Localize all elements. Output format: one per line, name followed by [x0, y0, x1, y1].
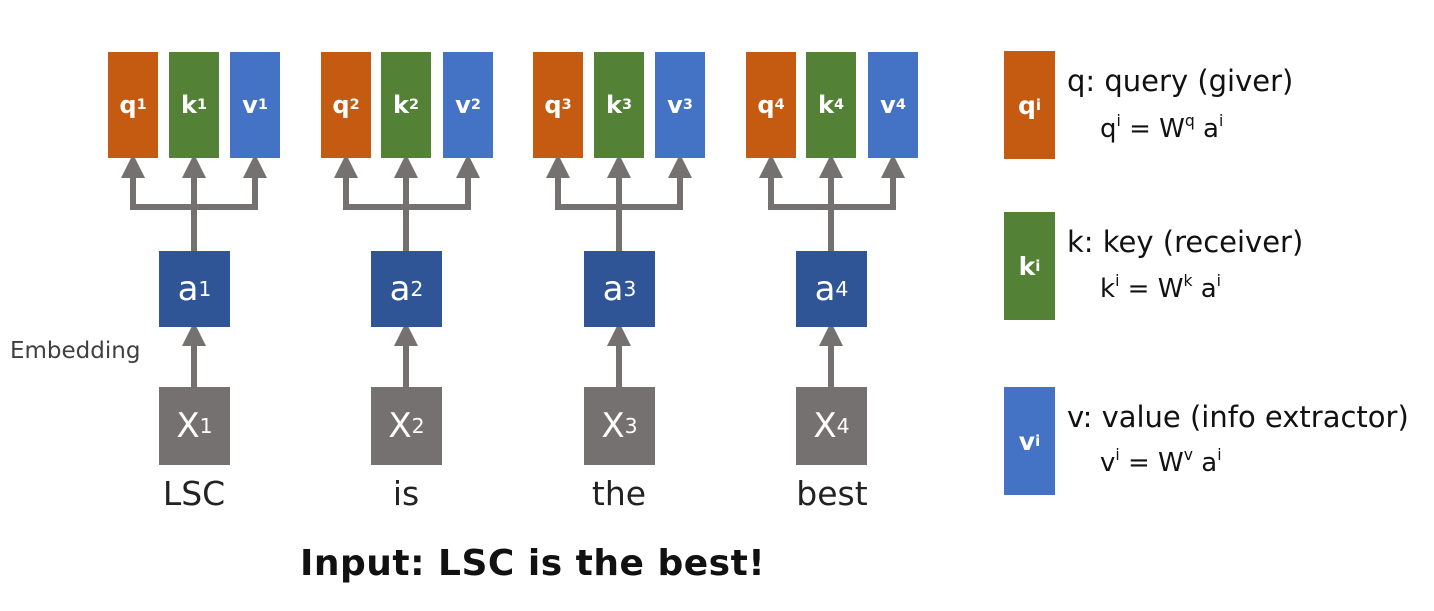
legend-key-title: k: key (receiver): [1067, 225, 1304, 259]
embedding-label: Embedding: [10, 338, 141, 364]
query-label-1: q: [119, 91, 137, 119]
embedding-label-4: a: [814, 269, 836, 309]
legend-query-formula-lhs: q: [1100, 114, 1117, 144]
legend-value-box-label: v: [1018, 426, 1036, 456]
legend-value-formula-a-sup: i: [1217, 446, 1222, 465]
legend-key-formula: ki = Wk ai: [1100, 272, 1222, 304]
legend-query-formula-eq: = W: [1120, 114, 1185, 144]
legend-value-formula-lhs: v: [1100, 448, 1116, 478]
legend-key-box-label: k: [1018, 251, 1036, 281]
word-3: the: [591, 474, 647, 513]
legend-query-box-label: q: [1017, 90, 1036, 120]
key-label-3: k: [606, 91, 622, 119]
value-label-3: v: [667, 91, 683, 119]
input-label-2: X: [388, 406, 412, 446]
legend-value-formula: vi = Wv ai: [1100, 446, 1222, 478]
input-label-4: X: [813, 406, 837, 446]
embedding-label-3: a: [602, 269, 624, 309]
query-label-3: q: [544, 91, 562, 119]
input-label-3: X: [601, 406, 625, 446]
legend-key-formula-lhs-sup: i: [1115, 272, 1120, 291]
legend-key-formula-a: a: [1192, 274, 1217, 304]
word-1: LSC: [162, 474, 226, 513]
legend-value-title: v: value (info extractor): [1067, 400, 1409, 434]
legend-query-formula-a-sup: i: [1219, 112, 1224, 131]
value-label-4: v: [880, 91, 896, 119]
legend-query-formula-w-sup: q: [1184, 112, 1195, 131]
value-label-1: v: [242, 91, 258, 119]
word-2: is: [392, 474, 420, 513]
key-label-1: k: [181, 91, 197, 119]
legend-key-formula-a-sup: i: [1216, 272, 1222, 291]
legend-key-formula-eq: = W: [1119, 274, 1184, 304]
input-label-1: X: [176, 406, 200, 446]
legend-query-formula: qi = Wq ai: [1100, 112, 1224, 144]
legend-query-formula-lhs-sup: i: [1116, 112, 1121, 131]
legend-value-formula-a: a: [1193, 448, 1218, 478]
legend-query-title: q: query (giver): [1067, 64, 1294, 98]
key-label-4: k: [818, 91, 834, 119]
embedding-label-2: a: [389, 269, 411, 309]
legend-query-formula-a: a: [1194, 114, 1219, 144]
legend-value-formula-w-sup: v: [1183, 446, 1193, 465]
embedding-label-1: a: [177, 269, 199, 309]
word-4: best: [796, 474, 868, 513]
legend-key-formula-w-sup: k: [1183, 272, 1193, 291]
legend-value-formula-eq: = W: [1119, 448, 1184, 478]
legend-value-formula-lhs-sup: i: [1115, 446, 1120, 465]
key-label-2: k: [393, 91, 409, 119]
query-label-2: q: [332, 91, 350, 119]
arrow-group: [121, 154, 905, 387]
input-sentence-label: Input: LSC is the best!: [300, 543, 766, 584]
query-label-4: q: [757, 91, 775, 119]
value-label-2: v: [455, 91, 471, 119]
legend-key-formula-lhs: k: [1100, 274, 1116, 304]
